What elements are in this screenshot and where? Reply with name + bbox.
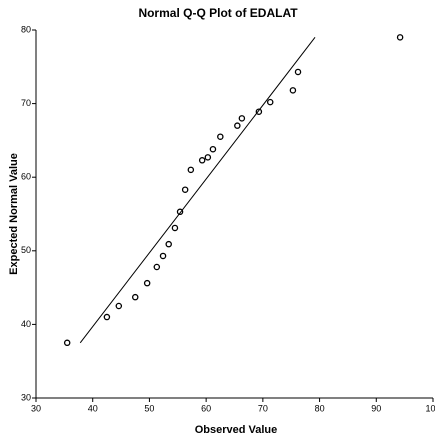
- data-point: [217, 133, 224, 140]
- data-point: [204, 154, 212, 161]
- data-point: [103, 313, 111, 321]
- data-point: [165, 240, 172, 248]
- x-tick-label: 50: [144, 403, 154, 413]
- x-tick-label: 100: [425, 403, 435, 413]
- data-point: [289, 87, 297, 94]
- x-tick-label: 90: [371, 403, 381, 413]
- data-point: [181, 186, 189, 193]
- data-point: [255, 108, 263, 115]
- data-point: [238, 115, 246, 122]
- data-point: [131, 293, 139, 301]
- data-point: [187, 166, 195, 174]
- data-point: [198, 157, 206, 164]
- data-point: [115, 302, 123, 310]
- data-point: [63, 339, 71, 347]
- x-tick-label: 70: [258, 403, 268, 413]
- x-tick-label: 30: [31, 403, 41, 413]
- y-tick-label: 60: [21, 172, 31, 182]
- x-tick-label: 80: [315, 403, 325, 413]
- data-point: [266, 98, 274, 106]
- data-point: [153, 263, 161, 271]
- data-point: [143, 279, 151, 287]
- y-tick-label: 80: [21, 24, 31, 34]
- y-tick-label: 70: [21, 98, 31, 108]
- y-tick-label: 50: [21, 245, 31, 255]
- y-tick-label: 30: [21, 392, 31, 402]
- x-tick-label: 40: [88, 403, 98, 413]
- data-point: [159, 252, 167, 260]
- x-tick-label: 60: [201, 403, 211, 413]
- chart-title: Normal Q-Q Plot of EDALAT: [138, 6, 298, 20]
- data-point: [171, 224, 179, 232]
- data-point: [234, 122, 241, 129]
- y-axis-label: Expected Normal Value: [8, 153, 20, 275]
- data-point: [209, 145, 217, 153]
- data-point: [396, 34, 404, 41]
- y-tick-label: 40: [21, 319, 31, 329]
- reference-line: [79, 37, 316, 344]
- data-point: [176, 208, 184, 216]
- data-point: [294, 68, 302, 76]
- x-axis-label: Observed Value: [195, 424, 278, 436]
